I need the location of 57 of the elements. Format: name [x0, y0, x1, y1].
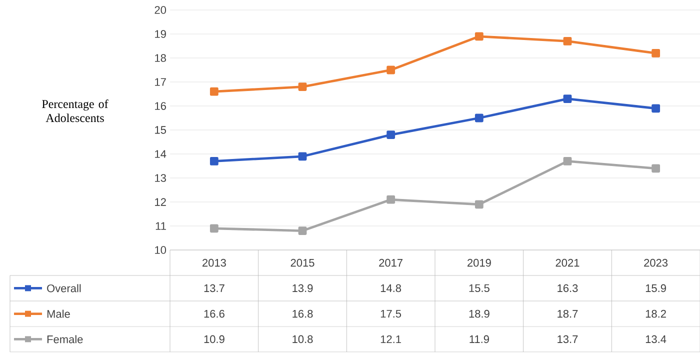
data-label: 16.3 — [558, 284, 578, 292]
x-tick-label: 2023 — [644, 258, 668, 267]
point — [652, 164, 660, 173]
data-label: 13.4 — [646, 335, 666, 344]
data-label: 11.9 — [470, 335, 489, 344]
point — [210, 87, 218, 96]
x-tick-label: 2019 — [468, 258, 491, 267]
point — [474, 32, 484, 41]
x-tick-label: 2013 — [202, 258, 226, 267]
y-tick-label: 20 — [154, 6, 166, 14]
point — [298, 152, 307, 161]
y-tick-label: 13 — [155, 174, 166, 182]
point — [210, 156, 218, 166]
y-tick-label: 10 — [155, 246, 166, 254]
point — [563, 94, 572, 103]
data-label: 13.7 — [558, 335, 578, 344]
x-tick-label: 2015 — [290, 258, 314, 267]
legend-label: Female — [47, 335, 83, 344]
y-tick-label: 19 — [155, 30, 166, 38]
point — [474, 200, 484, 209]
point — [652, 104, 660, 113]
legend-label: Male — [47, 310, 70, 318]
data-label: 15.9 — [646, 284, 666, 292]
y-tick-label: 17 — [155, 78, 166, 86]
data-label: 14.8 — [380, 284, 402, 292]
point — [386, 130, 396, 139]
x-tick-label: 2021 — [556, 258, 580, 267]
data-label: 18.2 — [646, 310, 666, 318]
point — [652, 48, 660, 58]
data-label: 12.1 — [380, 335, 401, 344]
data-label: 10.9 — [204, 335, 224, 344]
data-label: 17.5 — [380, 310, 402, 318]
data-label: 18.7 — [558, 310, 578, 318]
y-tick-label: 16 — [155, 102, 166, 110]
y-tick-label: 18 — [155, 54, 166, 62]
data-label: 15.5 — [469, 284, 490, 292]
data-label: 10.8 — [292, 335, 313, 344]
data-label: 13.7 — [204, 284, 224, 292]
y-tick-label: 11 — [156, 222, 166, 230]
data-label: 16.8 — [292, 310, 313, 318]
y-axis-title: Percentage of Adolescents — [42, 100, 108, 122]
data-label: 13.9 — [292, 284, 313, 292]
data-label: 16.6 — [204, 310, 224, 318]
point — [298, 82, 307, 91]
point — [210, 224, 218, 233]
legend-label: Overall — [47, 284, 81, 292]
x-tick-label: 2017 — [379, 258, 402, 267]
point — [386, 195, 396, 204]
y-tick-label: 14 — [155, 150, 166, 158]
point — [386, 66, 396, 74]
point — [563, 156, 572, 166]
point — [563, 36, 572, 46]
point — [298, 226, 307, 235]
y-tick-label: 12 — [155, 198, 166, 206]
data-label: 18.9 — [469, 310, 490, 318]
y-tick-label: 15 — [155, 126, 166, 134]
point — [474, 114, 484, 122]
